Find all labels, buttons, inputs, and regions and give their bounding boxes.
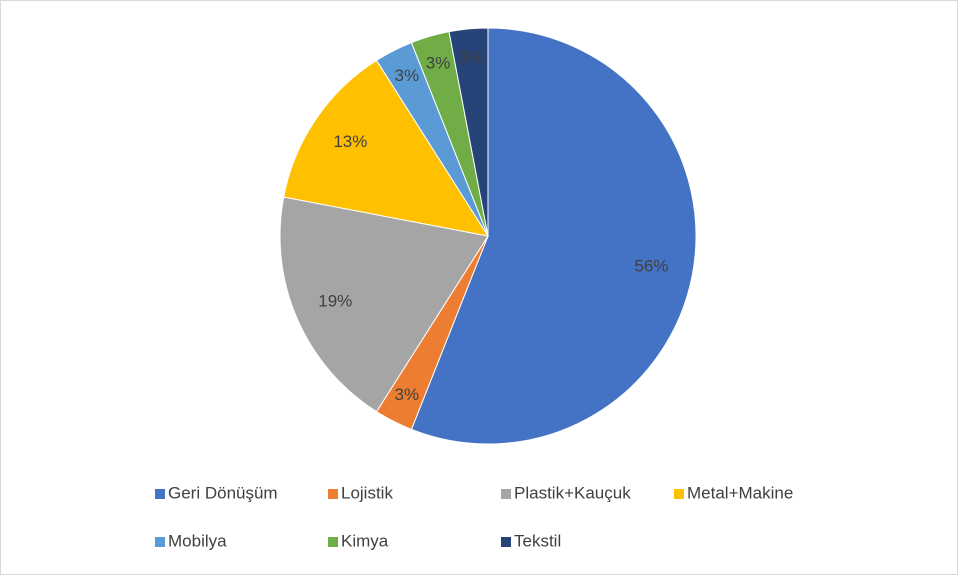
pie-slice bbox=[410, 27, 697, 445]
data-label: 13% bbox=[333, 132, 367, 151]
legend-label: Plastik+Kauçuk bbox=[514, 483, 631, 502]
legend-swatch bbox=[328, 537, 338, 547]
pie-slice bbox=[283, 59, 490, 237]
legend-swatch bbox=[155, 489, 165, 499]
legend-swatch bbox=[501, 489, 511, 499]
legend-swatch bbox=[674, 489, 684, 499]
pie-slice bbox=[279, 196, 489, 413]
legend-label: Tekstil bbox=[514, 531, 561, 550]
legend-label: Metal+Makine bbox=[687, 483, 793, 502]
legend-swatch bbox=[501, 537, 511, 547]
legend-label: Kimya bbox=[341, 531, 389, 550]
legend-label: Geri Dönüşüm bbox=[168, 483, 278, 502]
data-label: 19% bbox=[318, 292, 352, 311]
legend-label: Lojistik bbox=[341, 483, 393, 502]
legend-swatch bbox=[328, 489, 338, 499]
pie-slice bbox=[448, 27, 489, 237]
legend-swatch bbox=[155, 537, 165, 547]
data-label: 3% bbox=[459, 47, 484, 66]
legend-label: Mobilya bbox=[168, 531, 227, 550]
data-label: 3% bbox=[395, 385, 420, 404]
data-label: 56% bbox=[634, 257, 668, 276]
data-label: 3% bbox=[395, 66, 420, 85]
data-label: 3% bbox=[426, 54, 451, 73]
